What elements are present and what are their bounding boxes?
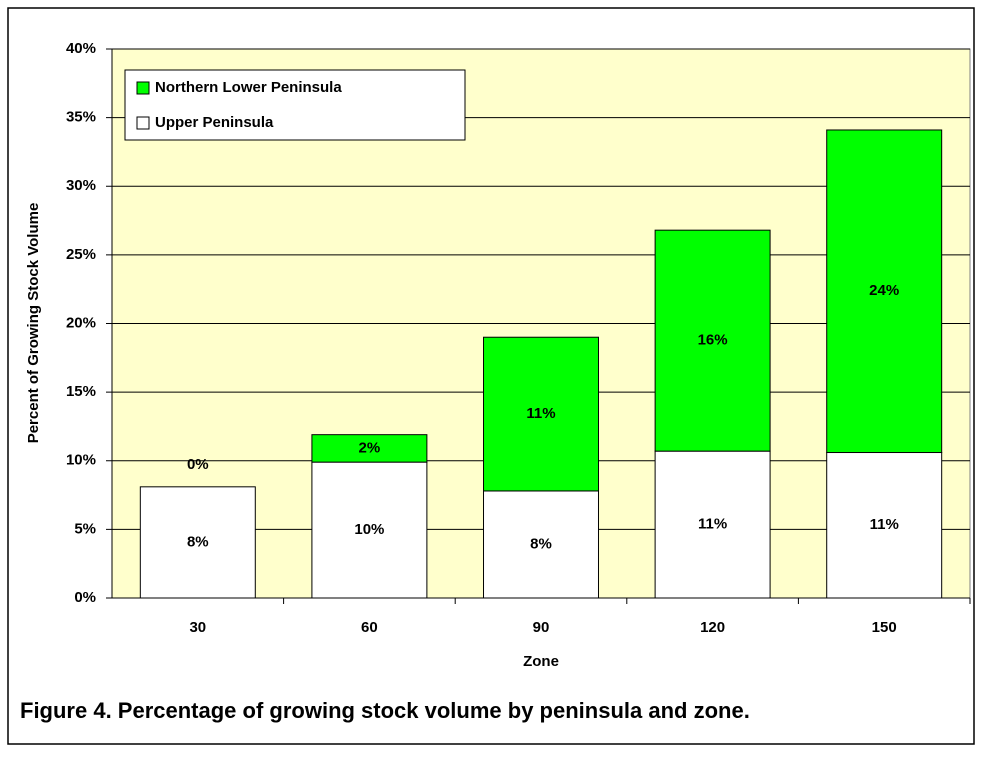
y-tick-label: 15% [66, 383, 96, 400]
legend-label: Northern Lower Peninsula [155, 79, 342, 96]
y-tick-label: 20% [66, 314, 96, 331]
y-tick-label: 5% [74, 520, 96, 537]
data-label: 11% [870, 516, 899, 533]
bar-segment [483, 336, 599, 492]
y-tick-label: 35% [66, 109, 96, 126]
x-tick-label: 30 [189, 619, 206, 636]
x-tick-label: 150 [872, 619, 897, 636]
bar-segment [826, 129, 943, 454]
y-tick-label: 30% [66, 177, 96, 194]
x-tick-label: 90 [533, 619, 550, 636]
caption: Figure 4. Percentage of growing stock vo… [20, 698, 750, 723]
y-axis-title: Percent of Growing Stock Volume [25, 203, 42, 444]
legend-box [124, 69, 466, 141]
data-label: 11% [698, 516, 727, 533]
data-label: 8% [530, 535, 552, 552]
data-label: 0% [187, 456, 209, 473]
x-axis-title: Zone [523, 653, 559, 670]
y-tick-label: 25% [66, 246, 96, 263]
x-tick-label: 120 [700, 619, 725, 636]
y-tick-label: 0% [74, 589, 96, 606]
bar-segment [311, 434, 428, 463]
data-label: 10% [354, 521, 384, 538]
y-tick-label: 40% [66, 40, 96, 57]
data-label: 16% [698, 332, 728, 349]
legend-swatch [136, 116, 150, 130]
data-label: 11% [526, 405, 555, 422]
bar-segment [654, 450, 771, 599]
bar-segment [826, 452, 943, 599]
bar-segment [654, 229, 771, 452]
legend-swatch [136, 81, 150, 95]
bar-segment [139, 486, 256, 599]
data-label: 8% [187, 533, 209, 550]
x-tick-label: 60 [361, 619, 378, 636]
data-label: 2% [359, 439, 381, 456]
legend-label: Upper Peninsula [155, 114, 274, 131]
bar-segment [483, 490, 599, 599]
data-label: 24% [869, 282, 899, 299]
y-tick-label: 10% [66, 452, 96, 469]
